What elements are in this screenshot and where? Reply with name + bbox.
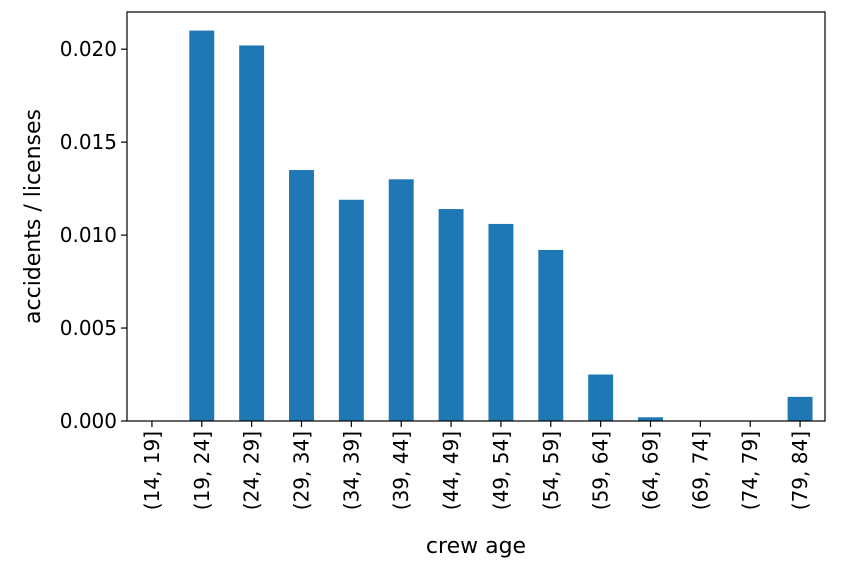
x-tick-label: (14, 19] — [140, 431, 164, 510]
bar — [787, 396, 813, 421]
plot-frame — [126, 11, 826, 422]
bars-group — [189, 30, 813, 422]
y-axis-label: accidents / licenses — [21, 109, 46, 324]
x-tick-label: (49, 54] — [489, 431, 513, 510]
bar — [189, 30, 215, 421]
bar — [538, 249, 564, 421]
bar — [388, 179, 414, 421]
bar — [239, 45, 265, 422]
x-tick-label: (74, 79] — [738, 431, 762, 510]
x-tick-label: (59, 64] — [589, 431, 613, 510]
bar — [588, 374, 614, 421]
x-tick-label: (69, 74] — [688, 431, 712, 510]
x-tick-label: (29, 34] — [290, 431, 314, 510]
x-tick-label: (54, 59] — [539, 431, 563, 510]
bar — [488, 223, 514, 421]
y-tick-label: 0.000 — [60, 409, 117, 433]
bar — [289, 170, 314, 421]
x-tick-label: (64, 69] — [639, 431, 663, 510]
bar — [438, 209, 464, 421]
x-tick-label: (19, 24] — [190, 431, 214, 510]
bar — [338, 199, 364, 421]
y-axis-ticks: 0.000 0.005 0.010 0.015 0.020 — [60, 37, 127, 433]
y-tick-label: 0.005 — [60, 316, 117, 340]
x-axis-label: crew age — [426, 534, 526, 559]
x-tick-label: (34, 39] — [339, 431, 363, 510]
x-tick-label: (39, 44] — [389, 431, 413, 510]
x-tick-label: (24, 29] — [240, 431, 264, 510]
x-tick-label: (79, 84] — [788, 431, 812, 510]
x-axis-ticks: (14, 19] (19, 24] (24, 29] (29, 34] (34, 39]… — [140, 421, 812, 510]
bar — [638, 417, 663, 421]
y-tick-label: 0.010 — [60, 223, 117, 247]
y-tick-label: 0.015 — [60, 130, 117, 154]
y-tick-label: 0.020 — [60, 37, 117, 61]
x-tick-label: (44, 49] — [439, 431, 463, 510]
